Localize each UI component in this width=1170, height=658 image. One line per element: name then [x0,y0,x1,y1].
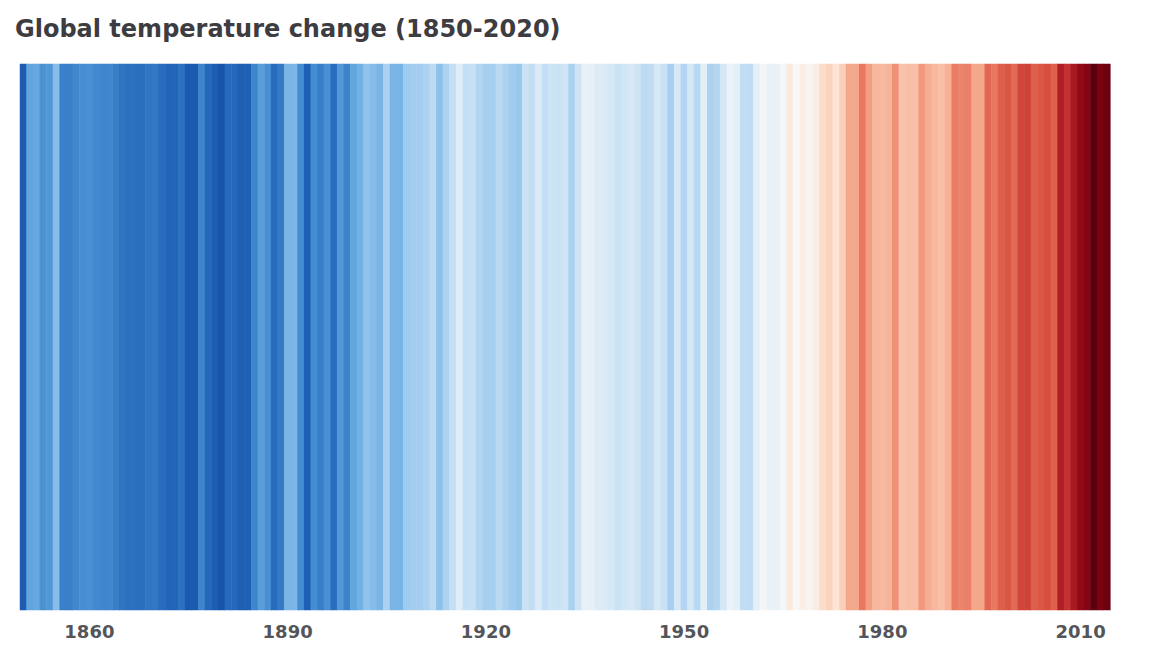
svg-text:2010: 2010 [1056,621,1106,642]
svg-text:Global temperature change (185: Global temperature change (1850-2020) [15,15,561,43]
svg-text:1920: 1920 [461,621,511,642]
svg-text:1980: 1980 [857,621,907,642]
svg-text:1890: 1890 [263,621,313,642]
svg-text:1860: 1860 [64,621,114,642]
svg-text:1950: 1950 [659,621,709,642]
